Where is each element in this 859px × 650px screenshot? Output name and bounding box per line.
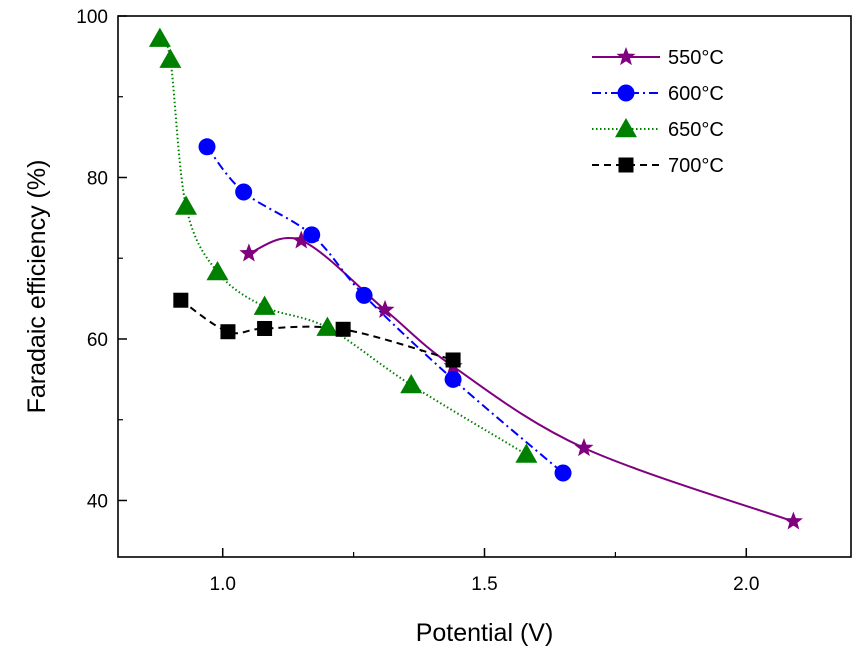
- data-point: [206, 260, 229, 281]
- data-point: [355, 286, 373, 304]
- data-point: [515, 443, 538, 463]
- data-point: [783, 511, 803, 530]
- series-markers: [148, 27, 803, 530]
- legend-marker: [616, 47, 636, 66]
- x-axis-title: Potential (V): [416, 619, 554, 647]
- y-tick-label: 80: [87, 168, 108, 189]
- legend-label: 600°C: [668, 83, 724, 105]
- x-axis: 1.0 1.5 2.0: [210, 548, 759, 595]
- data-point: [173, 292, 189, 308]
- data-point: [574, 437, 594, 457]
- y-tick-label: 40: [87, 491, 108, 512]
- data-point: [316, 316, 339, 336]
- plot-frame: [117, 15, 852, 558]
- series-lines: [158, 37, 794, 523]
- data-point: [554, 464, 572, 482]
- data-point: [291, 230, 311, 249]
- data-point: [159, 48, 182, 68]
- y-axis: 40 60 80 100: [76, 7, 127, 512]
- legend-marker: [615, 118, 637, 138]
- data-point: [400, 374, 423, 394]
- x-tick-label: 2.0: [733, 574, 759, 595]
- data-point: [375, 299, 395, 319]
- data-point: [148, 27, 171, 47]
- series-line-0: [248, 237, 794, 523]
- y-tick-label: 60: [87, 330, 108, 351]
- data-point: [220, 324, 236, 340]
- data-point: [445, 352, 461, 368]
- data-point: [335, 321, 351, 337]
- y-tick-label: 100: [76, 7, 108, 28]
- data-point: [257, 320, 273, 336]
- x-tick-label: 1.5: [471, 574, 497, 595]
- data-point: [303, 226, 321, 244]
- data-point: [198, 138, 216, 156]
- legend-marker: [618, 157, 634, 173]
- legend-label: 700°C: [668, 155, 724, 177]
- legend-label: 650°C: [668, 119, 724, 141]
- legend-marker: [617, 84, 635, 102]
- data-point: [175, 195, 198, 215]
- data-point: [239, 243, 259, 262]
- x-tick-label: 1.0: [210, 574, 236, 595]
- y-axis-title: Faradaic efficiency (%): [23, 160, 51, 414]
- legend-label: 550°C: [668, 47, 724, 69]
- data-point: [235, 183, 253, 201]
- data-point: [253, 295, 276, 315]
- series-line-2: [158, 37, 527, 456]
- legend: 550°C 600°C 650°C 700°C: [592, 47, 724, 177]
- data-point: [444, 370, 462, 388]
